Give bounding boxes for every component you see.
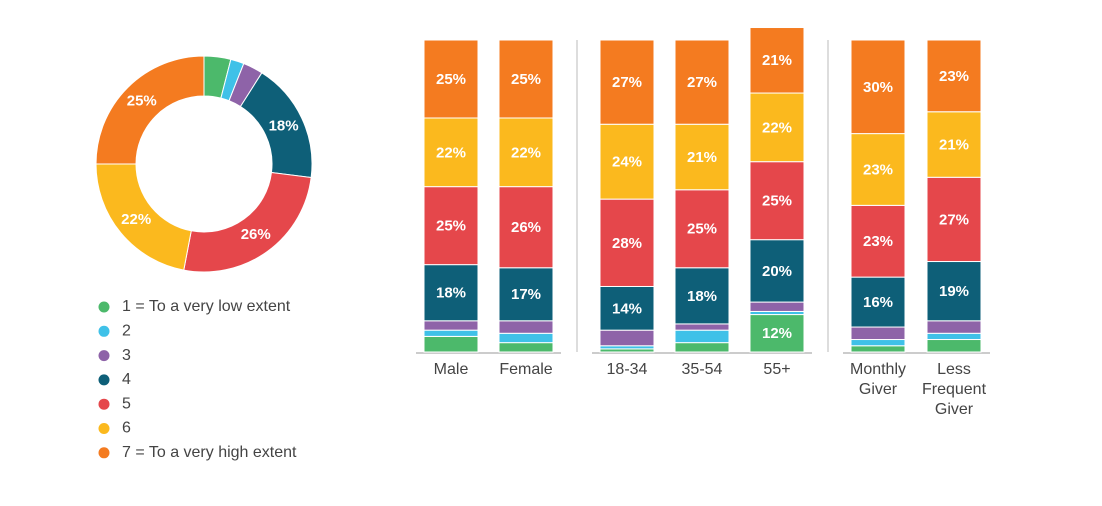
bar-segment xyxy=(674,189,730,269)
bar-segment xyxy=(926,39,982,113)
x-tick-label: 55+ xyxy=(763,361,791,378)
bar-segment xyxy=(749,301,805,312)
data-label: 26% xyxy=(511,219,541,236)
data-label: 28% xyxy=(612,235,642,252)
data-label: 16% xyxy=(863,294,893,311)
data-label: 22% xyxy=(436,144,466,161)
data-label: 27% xyxy=(612,74,642,91)
data-label: 22% xyxy=(121,211,151,228)
legend-label: 2 xyxy=(122,323,131,340)
data-label: 18% xyxy=(687,288,717,305)
bar-segment xyxy=(926,111,982,178)
legend-label: 1 = To a very low extent xyxy=(122,298,291,315)
bar-segment xyxy=(674,342,730,353)
bar-segment xyxy=(423,186,479,266)
x-tick-label: Monthly Giver xyxy=(849,361,907,398)
bar-segment xyxy=(674,39,730,125)
data-label: 22% xyxy=(762,119,792,136)
bar-segment xyxy=(423,320,479,331)
data-label: 25% xyxy=(762,193,792,210)
data-label: 25% xyxy=(436,71,466,88)
data-label: 23% xyxy=(939,68,969,85)
bar-segment xyxy=(850,339,906,347)
bar-segment xyxy=(749,239,805,303)
data-label: 26% xyxy=(241,226,271,243)
bar-segment xyxy=(926,339,982,353)
bar-segment xyxy=(674,323,730,331)
legend-label: 5 xyxy=(122,395,131,412)
bar-segment xyxy=(599,198,655,287)
legend-swatch xyxy=(98,447,110,459)
legend-swatch xyxy=(98,423,110,434)
bar-segment xyxy=(749,92,805,163)
bar-segment xyxy=(674,329,730,344)
data-label: 21% xyxy=(687,149,717,166)
data-label: 19% xyxy=(939,283,969,300)
data-label: 20% xyxy=(762,263,792,280)
legend-swatch xyxy=(98,398,110,410)
data-label: 24% xyxy=(612,154,642,171)
bar-segment xyxy=(749,161,805,241)
x-tick-label: 18-34 xyxy=(606,361,648,378)
data-label: 23% xyxy=(863,161,893,178)
bar-segment xyxy=(850,326,906,341)
bar-segment xyxy=(599,39,655,125)
bar-segment xyxy=(498,39,554,119)
bar-segment xyxy=(423,264,479,322)
data-label: 22% xyxy=(511,144,541,161)
data-label: 18% xyxy=(269,118,299,135)
legend-label: 6 xyxy=(122,420,131,437)
x-tick-label: Less Frequent Giver xyxy=(921,361,987,418)
bar-segment xyxy=(498,117,554,188)
data-label: 25% xyxy=(436,218,466,235)
legend-label: 3 xyxy=(122,347,131,364)
bar-segment xyxy=(850,345,906,353)
data-label: 27% xyxy=(687,74,717,91)
legend-label: 7 = To a very high extent xyxy=(122,444,297,461)
bar-segment xyxy=(599,285,655,331)
data-label: 25% xyxy=(127,93,157,110)
data-label: 25% xyxy=(511,71,541,88)
bar-segment xyxy=(926,320,982,334)
donut-slice xyxy=(95,55,205,165)
bar-segment xyxy=(926,176,982,263)
bar-segment xyxy=(423,335,479,353)
data-label: 18% xyxy=(436,285,466,302)
data-label: 23% xyxy=(863,233,893,250)
bar-segment xyxy=(498,332,554,344)
data-label: 27% xyxy=(939,211,969,228)
bar-segment xyxy=(599,123,655,200)
x-tick-label: 35-54 xyxy=(681,361,723,378)
data-label: 21% xyxy=(939,136,969,153)
data-label: 21% xyxy=(762,52,792,69)
bar-segment xyxy=(423,329,479,337)
data-label: 12% xyxy=(762,325,792,342)
data-label: 25% xyxy=(687,221,717,238)
bar-segment xyxy=(498,320,554,334)
legend-swatch xyxy=(98,374,110,386)
bar-segment xyxy=(749,27,805,94)
bar-segment xyxy=(850,133,906,206)
bar-segment xyxy=(498,342,554,353)
bar-segment xyxy=(850,276,906,328)
bar-segment xyxy=(423,117,479,188)
legend-swatch xyxy=(98,350,110,362)
legend-swatch xyxy=(98,325,110,337)
data-label: 17% xyxy=(511,286,541,303)
bar-segment xyxy=(926,332,982,341)
data-label: 14% xyxy=(612,300,642,317)
bar-segment xyxy=(674,123,730,191)
legend-label: 4 xyxy=(122,371,131,388)
donut-slice xyxy=(183,171,312,273)
x-tick-label: Female xyxy=(499,361,553,378)
bar-segment xyxy=(599,329,655,347)
data-label: 30% xyxy=(863,79,893,96)
x-tick-label: Male xyxy=(433,361,469,378)
legend-swatch xyxy=(98,301,110,313)
bar-segment xyxy=(850,39,906,135)
bar-segment xyxy=(423,39,479,119)
